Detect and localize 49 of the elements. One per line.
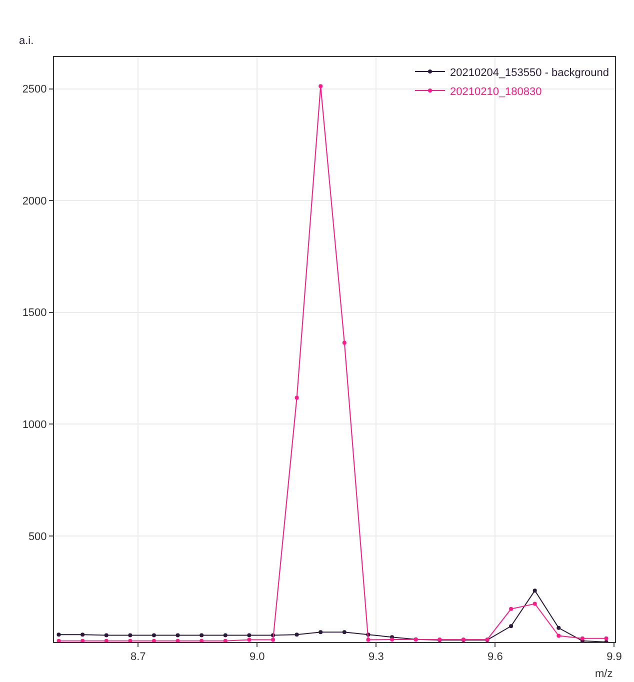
legend-label: 20210210_180830 [450,86,542,98]
x-tick-label: 9.9 [606,651,622,664]
point [128,633,132,638]
point [223,633,228,638]
point [80,632,85,637]
point [104,638,108,642]
point [294,396,299,400]
point [556,634,561,638]
point [104,633,108,638]
point [532,588,537,593]
point [176,633,180,638]
point [152,638,156,642]
point [271,638,275,642]
point [128,638,132,642]
y-tick-label: 1000 [22,419,47,432]
point [318,630,323,634]
point [342,630,346,634]
point [247,633,252,638]
point [223,638,228,642]
point [80,638,85,642]
point [366,638,370,642]
point [200,633,204,638]
x-tick-label: 9.6 [488,651,503,664]
y-tick-label: 2500 [22,84,47,96]
point [200,638,204,642]
point [342,340,346,345]
y-tick-label: 1500 [22,307,47,320]
y-tick-label: 2000 [22,195,47,208]
point [390,638,394,642]
point [56,638,61,642]
point [294,632,299,637]
y-axis-title: a.i. [19,35,34,47]
legend-label: 20210204_153550 - background [450,66,610,79]
point [509,624,514,628]
x-axis-title: m/z [595,668,613,680]
point [56,632,61,637]
point [318,84,323,88]
point [604,636,608,640]
point [580,636,584,640]
point [509,606,514,611]
y-tick-label: 500 [28,530,47,543]
x-tick-label: 8.7 [130,651,146,664]
point [247,638,252,642]
point [152,633,156,638]
x-tick-label: 9.3 [368,651,384,664]
point [556,626,561,630]
x-tick-label: 9.0 [249,651,265,664]
point [532,602,537,606]
point [176,638,180,642]
